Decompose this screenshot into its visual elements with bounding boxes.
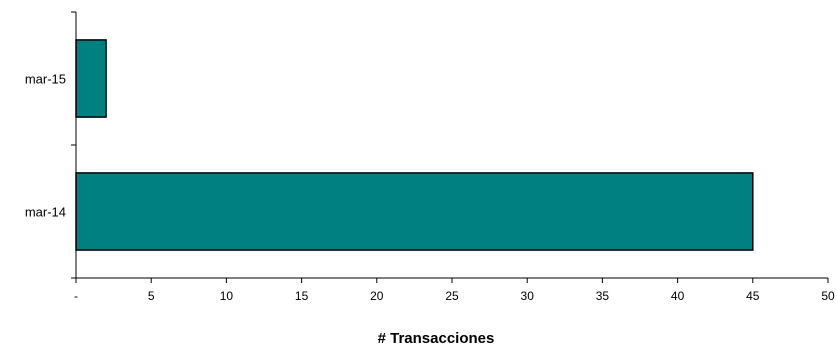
category-labels: mar-15 mar-14 [25, 72, 66, 220]
x-tick-label: 25 [445, 289, 459, 303]
x-tick-label: 20 [370, 289, 384, 303]
bar-mar-15 [75, 39, 107, 118]
x-tick-label: 5 [148, 289, 155, 303]
y-ticks [71, 11, 76, 279]
x-tick-label: 40 [671, 289, 685, 303]
x-axis-title: # Transacciones [378, 330, 495, 347]
category-label: mar-15 [25, 72, 66, 87]
x-tick-label: 45 [746, 289, 760, 303]
x-tick-label: 50 [821, 289, 835, 303]
x-tick-label: - [74, 289, 78, 303]
x-tick-label: 15 [295, 289, 309, 303]
x-tick-label: 30 [521, 289, 535, 303]
category-label: mar-14 [25, 205, 66, 220]
bar-mar-14 [75, 172, 754, 251]
x-tick-label: 10 [220, 289, 234, 303]
x-ticks: - 5 10 15 20 25 30 35 40 45 50 [74, 278, 835, 303]
x-tick-label: 35 [596, 289, 610, 303]
bars-layer [75, 39, 754, 251]
